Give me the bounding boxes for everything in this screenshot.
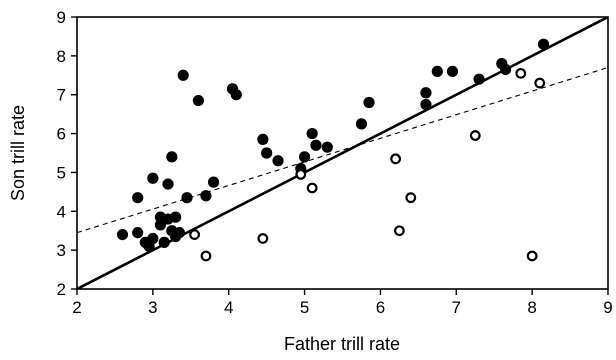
- filled-point: [192, 94, 204, 107]
- filled-point: [173, 227, 186, 239]
- filled-point: [272, 155, 284, 167]
- open-point: [469, 130, 481, 141]
- filled-point: [166, 151, 178, 163]
- x-axis-title: Father trill rate: [284, 334, 400, 354]
- filled-point: [537, 38, 550, 50]
- y-tick-label: 8: [57, 47, 66, 66]
- x-tick-label: 6: [376, 298, 385, 317]
- open-point: [393, 225, 405, 237]
- y-tick-label: 2: [57, 280, 66, 299]
- filled-point: [298, 151, 311, 163]
- y-tick-label: 4: [57, 202, 66, 221]
- filled-point: [355, 118, 368, 130]
- filled-point: [261, 147, 273, 159]
- y-tick-label: 5: [57, 163, 66, 182]
- open-point: [295, 168, 307, 180]
- filled-point: [154, 219, 167, 231]
- filled-point: [162, 178, 174, 190]
- filled-point: [230, 89, 242, 101]
- data-points: [116, 38, 550, 262]
- x-tick-label: 7: [452, 298, 461, 317]
- open-point: [515, 67, 527, 79]
- filled-point: [446, 65, 459, 77]
- filled-point: [147, 172, 159, 184]
- filled-point: [116, 229, 129, 241]
- filled-point: [147, 232, 159, 245]
- filled-point: [431, 65, 443, 77]
- open-point: [200, 250, 212, 262]
- filled-point: [170, 211, 182, 223]
- filled-point: [257, 133, 269, 145]
- y-axis: 2 3 4 5 6 7 8 9: [57, 8, 77, 299]
- y-axis-title: Son trill rate: [8, 105, 28, 201]
- filled-point: [200, 190, 212, 202]
- x-tick-label: 2: [72, 298, 81, 317]
- open-point: [189, 229, 200, 241]
- dashed-regression-line: [77, 66, 608, 234]
- x-tick-label: 5: [300, 298, 309, 317]
- open-point: [405, 192, 417, 204]
- open-point: [390, 153, 402, 165]
- filled-point: [473, 73, 485, 85]
- open-point: [257, 233, 269, 244]
- y-tick-label: 3: [57, 241, 66, 260]
- y-tick-label: 7: [57, 86, 66, 105]
- filled-point: [207, 176, 220, 188]
- x-tick-label: 8: [527, 298, 536, 317]
- x-axis: 2 3 4 5 6 7 8 9: [72, 289, 613, 317]
- filled-point: [181, 192, 193, 204]
- filled-point: [420, 87, 432, 99]
- filled-point: [177, 69, 189, 81]
- filled-point: [310, 139, 322, 151]
- y-tick-label: 9: [57, 8, 66, 27]
- fit-lines: [77, 17, 608, 289]
- x-tick-label: 4: [224, 298, 233, 317]
- filled-point: [499, 63, 512, 76]
- filled-point: [132, 192, 144, 204]
- x-tick-label: 9: [603, 298, 612, 317]
- filled-point: [306, 127, 318, 140]
- open-point: [534, 77, 546, 89]
- open-point: [306, 182, 318, 194]
- filled-point: [363, 96, 375, 109]
- filled-point: [321, 141, 333, 153]
- filled-point: [158, 236, 170, 248]
- y-tick-label: 6: [57, 125, 66, 144]
- x-tick-label: 3: [148, 298, 157, 317]
- filled-point: [420, 98, 432, 111]
- open-point: [526, 250, 538, 262]
- plot-frame: [76, 16, 609, 290]
- filled-point: [132, 227, 144, 239]
- identity-line: [77, 17, 608, 289]
